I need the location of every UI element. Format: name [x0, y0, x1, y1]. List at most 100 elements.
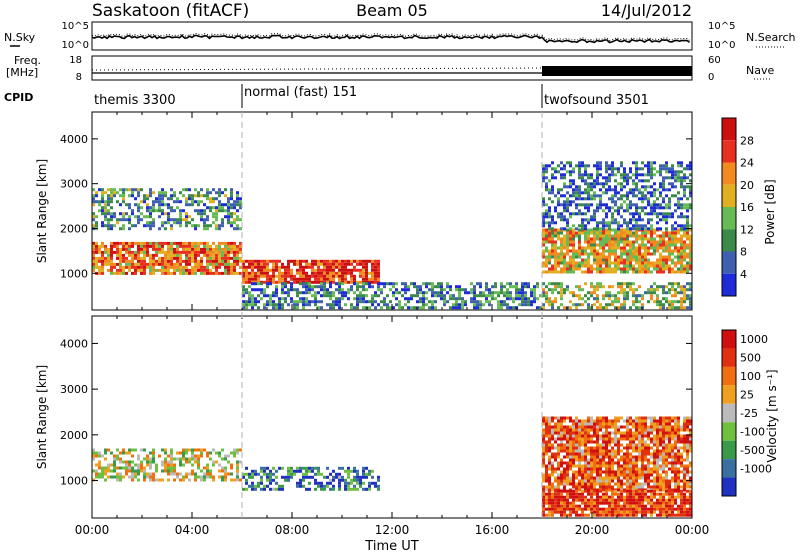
- data-cell: [254, 297, 257, 301]
- data-cell: [398, 291, 401, 295]
- data-cell: [164, 469, 167, 473]
- data-cell: [236, 253, 239, 257]
- data-cell: [572, 510, 575, 514]
- data-cell: [353, 277, 356, 281]
- data-cell: [626, 179, 629, 183]
- data-cell: [230, 271, 233, 275]
- data-cell: [122, 256, 125, 260]
- data-cell: [587, 449, 590, 453]
- data-cell: [617, 240, 620, 244]
- data-cell: [263, 259, 266, 263]
- data-cell: [242, 259, 245, 263]
- data-cell: [569, 179, 572, 183]
- data-cell: [644, 440, 647, 444]
- data-cell: [296, 271, 299, 275]
- colorbar-tick-label: 16: [740, 201, 754, 214]
- data-cell: [230, 250, 233, 254]
- data-cell: [347, 291, 350, 295]
- data-cell: [551, 288, 554, 292]
- data-cell: [149, 259, 152, 263]
- data-cell: [527, 303, 530, 307]
- data-cell: [449, 297, 452, 301]
- data-cell: [152, 221, 155, 225]
- data-cell: [125, 241, 128, 245]
- data-cell: [311, 300, 314, 304]
- data-cell: [353, 469, 356, 473]
- data-cell: [575, 231, 578, 235]
- data-cell: [674, 227, 677, 231]
- data-cell: [551, 485, 554, 489]
- data-cell: [269, 303, 272, 307]
- data-cell: [653, 203, 656, 207]
- data-cell: [185, 188, 188, 192]
- data-cell: [545, 167, 548, 171]
- data-cell: [218, 194, 221, 198]
- data-cell: [686, 437, 689, 441]
- data-cell: [512, 285, 515, 289]
- data-cell: [281, 265, 284, 269]
- data-cell: [233, 203, 236, 207]
- data-cell: [629, 176, 632, 180]
- data-cell: [227, 244, 230, 248]
- data-cell: [554, 297, 557, 301]
- data-cell: [653, 467, 656, 471]
- data-cell: [542, 176, 545, 180]
- data-cell: [236, 191, 239, 195]
- data-cell: [569, 513, 572, 517]
- data-cell: [197, 244, 200, 248]
- data-cell: [317, 481, 320, 485]
- data-cell: [608, 464, 611, 468]
- data-cell: [359, 300, 362, 304]
- data-cell: [635, 476, 638, 480]
- data-cell: [572, 270, 575, 274]
- data-cell: [689, 416, 692, 420]
- data-cell: [434, 300, 437, 304]
- data-cell: [581, 458, 584, 462]
- data-cell: [584, 473, 587, 477]
- data-cell: [629, 419, 632, 423]
- data-cell: [620, 258, 623, 262]
- data-cell: [344, 262, 347, 266]
- data-cell: [170, 197, 173, 201]
- data-cell: [662, 218, 665, 222]
- data-cell: [644, 428, 647, 432]
- data-cell: [200, 265, 203, 269]
- data-cell: [248, 300, 251, 304]
- data-cell: [686, 473, 689, 477]
- data-cell: [683, 443, 686, 447]
- data-cell: [323, 285, 326, 289]
- data-cell: [653, 485, 656, 489]
- data-cell: [578, 443, 581, 447]
- data-cell: [671, 300, 674, 304]
- data-cell: [632, 161, 635, 165]
- data-cell: [569, 264, 572, 268]
- data-cell: [119, 271, 122, 275]
- data-cell: [176, 457, 179, 461]
- data-cell: [404, 291, 407, 295]
- data-cell: [617, 416, 620, 420]
- data-cell: [578, 252, 581, 256]
- data-cell: [152, 247, 155, 251]
- data-cell: [416, 291, 419, 295]
- data-cell: [617, 212, 620, 216]
- data-cell: [245, 265, 248, 269]
- data-cell: [254, 262, 257, 266]
- data-cell: [293, 303, 296, 307]
- data-cell: [635, 206, 638, 210]
- data-cell: [638, 237, 641, 241]
- data-cell: [659, 240, 662, 244]
- data-cell: [191, 271, 194, 275]
- data-cell: [611, 206, 614, 210]
- data-cell: [659, 476, 662, 480]
- data-cell: [101, 191, 104, 195]
- data-cell: [554, 167, 557, 171]
- data-cell: [581, 264, 584, 268]
- data-cell: [638, 294, 641, 298]
- data-cell: [635, 270, 638, 274]
- data-cell: [632, 434, 635, 438]
- data-cell: [170, 250, 173, 254]
- data-cell: [323, 265, 326, 269]
- data-cell: [590, 485, 593, 489]
- data-cell: [191, 259, 194, 263]
- data-cell: [551, 267, 554, 271]
